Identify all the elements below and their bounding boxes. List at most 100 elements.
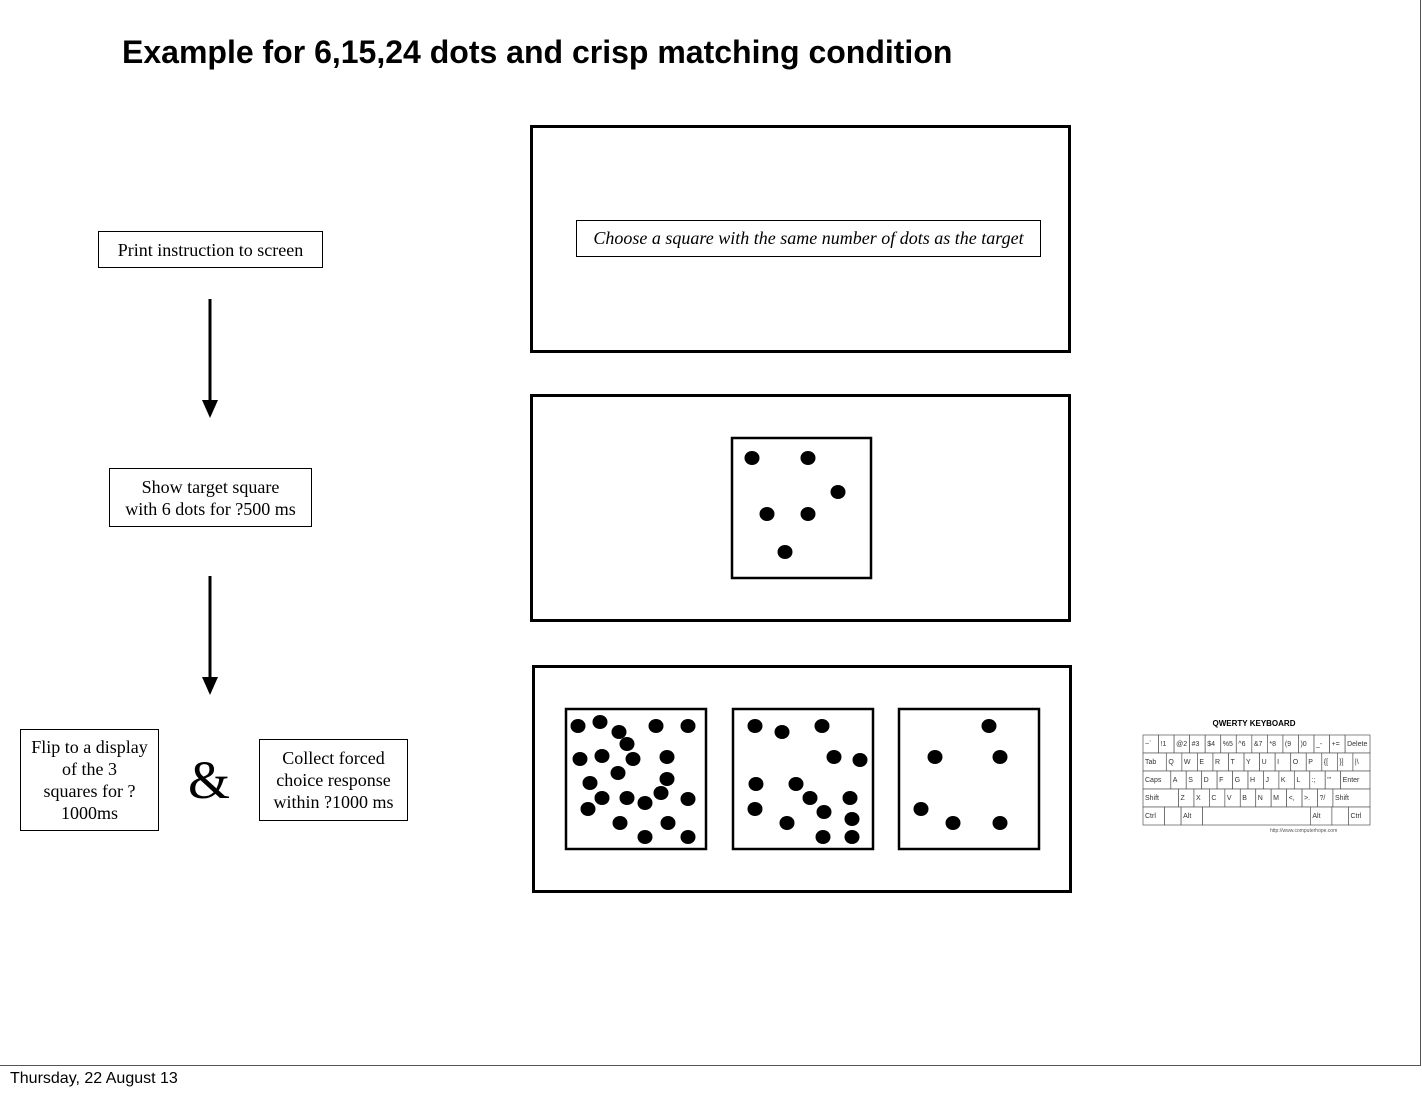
keyboard-key-label: #3 bbox=[1192, 741, 1200, 748]
keyboard-key-label: N bbox=[1258, 795, 1263, 802]
dot bbox=[572, 752, 588, 766]
step-flip-display: Flip to a display of the 3 squares for ?… bbox=[20, 729, 159, 831]
keyboard-key-label: }] bbox=[1339, 759, 1343, 766]
keyboard-key-label: *8 bbox=[1269, 741, 1276, 748]
keyboard-key-label: Z bbox=[1181, 795, 1186, 802]
keyboard-key-label: Q bbox=[1168, 759, 1174, 766]
step-flip-display-line1: Flip to a display bbox=[31, 737, 148, 757]
dot bbox=[612, 816, 628, 830]
slide-title: Example for 6,15,24 dots and crisp match… bbox=[122, 34, 953, 70]
dot bbox=[788, 777, 804, 791]
keyboard-key-label: Ctrl bbox=[1350, 813, 1361, 820]
instruction-text: Choose a square with the same number of … bbox=[576, 220, 1041, 257]
dot bbox=[747, 802, 763, 816]
keyboard-key-label: F bbox=[1219, 777, 1223, 784]
keyboard-key-label: ~` bbox=[1145, 741, 1151, 748]
dot bbox=[774, 725, 790, 739]
target-screen bbox=[530, 394, 1071, 622]
step-show-target: Show target square with 6 dots for ?500 … bbox=[109, 468, 312, 527]
step-show-target-line2: with 6 dots for ?500 ms bbox=[125, 498, 296, 519]
dot bbox=[680, 719, 696, 733]
dot bbox=[816, 805, 832, 819]
target-dots bbox=[744, 451, 846, 559]
dot bbox=[619, 737, 635, 751]
keyboard-key bbox=[1331, 806, 1349, 826]
keyboard-key-label: %5 bbox=[1223, 741, 1233, 748]
keyboard-key-label: >. bbox=[1304, 795, 1310, 802]
dot bbox=[913, 802, 929, 816]
ampersand: & bbox=[188, 750, 231, 810]
dot bbox=[826, 750, 842, 764]
slide-footer-date: Thursday, 22 August 13 bbox=[10, 1070, 178, 1087]
choice-square-15[interactable] bbox=[731, 707, 875, 851]
choice-square-24[interactable] bbox=[564, 707, 708, 851]
dot bbox=[814, 719, 830, 733]
dot bbox=[594, 791, 610, 805]
keyboard-key-label: H bbox=[1250, 777, 1255, 784]
arrow-2 bbox=[202, 576, 218, 695]
arrow-1 bbox=[202, 299, 218, 418]
dot bbox=[648, 719, 664, 733]
step-flip-display-line3: squares for ? bbox=[43, 781, 136, 801]
dot bbox=[800, 451, 816, 465]
step-collect-response-line2: choice response bbox=[276, 770, 391, 790]
dot bbox=[844, 830, 860, 844]
keyboard-key-label: A bbox=[1173, 777, 1178, 784]
dot bbox=[992, 750, 1008, 764]
dot bbox=[945, 816, 961, 830]
keyboard-key-label: R bbox=[1215, 759, 1220, 766]
dot bbox=[637, 830, 653, 844]
dot bbox=[759, 507, 775, 521]
choice-dots-15 bbox=[747, 719, 868, 844]
keyboard-key-label: G bbox=[1235, 777, 1240, 784]
keyboard-key-label: Ctrl bbox=[1145, 813, 1156, 820]
dot bbox=[625, 752, 641, 766]
step-print-instruction: Print instruction to screen bbox=[98, 231, 323, 268]
keyboard-key-label: U bbox=[1262, 759, 1267, 766]
step-print-instruction-label: Print instruction to screen bbox=[117, 239, 304, 260]
step-flip-display-line4: 1000ms bbox=[60, 803, 118, 823]
dot bbox=[582, 776, 598, 790]
dot bbox=[852, 753, 868, 767]
keyboard-key-label: |\ bbox=[1355, 759, 1359, 766]
dot bbox=[842, 791, 858, 805]
keyboard-key-label: )0 bbox=[1300, 741, 1306, 748]
keyboard-key-label: B bbox=[1242, 795, 1247, 802]
target-square bbox=[730, 436, 873, 580]
keyboard-key-label: E bbox=[1199, 759, 1204, 766]
keyboard-key-label: Shift bbox=[1145, 795, 1159, 802]
step-collect-response-line3: within ?1000 ms bbox=[273, 792, 394, 812]
keyboard-key-label: X bbox=[1196, 795, 1201, 802]
instruction-screen bbox=[530, 125, 1071, 353]
keyboard-key-label: V bbox=[1227, 795, 1232, 802]
keyboard-key-label: (9 bbox=[1285, 741, 1291, 748]
keyboard-key-label: !1 bbox=[1161, 741, 1167, 748]
keyboard-key-label: I bbox=[1277, 759, 1279, 766]
dot bbox=[779, 816, 795, 830]
keyboard-title: QWERTY KEYBOARD bbox=[1212, 719, 1296, 728]
choice-dots-6 bbox=[913, 719, 1008, 830]
keyboard-key-label: W bbox=[1184, 759, 1191, 766]
dot bbox=[659, 772, 675, 786]
dot bbox=[580, 802, 596, 816]
dot bbox=[659, 750, 675, 764]
keyboard-key-label: Tab bbox=[1145, 759, 1156, 766]
dot bbox=[680, 792, 696, 806]
choice-screen bbox=[532, 665, 1072, 893]
keyboard-key-label: ?/ bbox=[1319, 795, 1325, 802]
choice-square-6[interactable] bbox=[897, 707, 1041, 851]
dot bbox=[592, 715, 608, 729]
dot bbox=[619, 791, 635, 805]
dot bbox=[594, 749, 610, 763]
keyboard-key-label: O bbox=[1293, 759, 1299, 766]
dot bbox=[777, 545, 793, 559]
keyboard-key-label: {[ bbox=[1324, 759, 1328, 766]
keyboard-key-label: S bbox=[1188, 777, 1193, 784]
dot bbox=[981, 719, 997, 733]
dot bbox=[844, 812, 860, 826]
dot bbox=[815, 830, 831, 844]
keyboard-key bbox=[1202, 806, 1311, 826]
keyboard-key-label: Y bbox=[1246, 759, 1251, 766]
keyboard-key-label: Alt bbox=[1312, 813, 1320, 820]
dot bbox=[802, 791, 818, 805]
